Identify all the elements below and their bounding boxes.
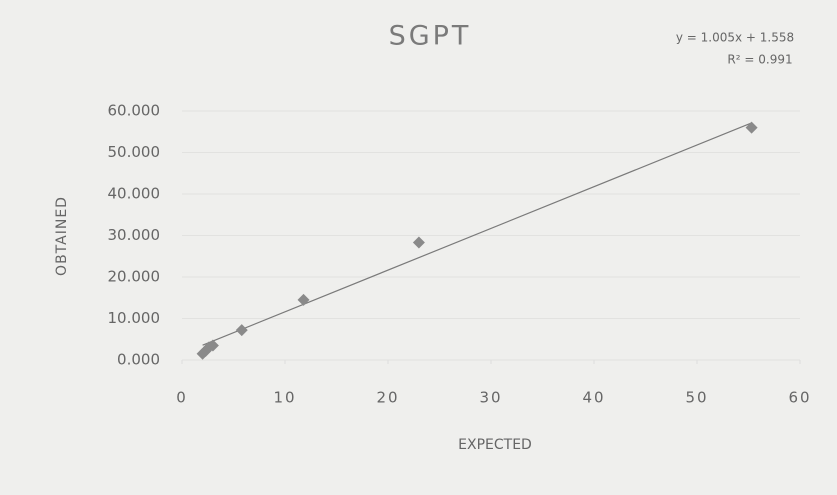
- x-tick-label: 60: [788, 389, 811, 407]
- point: [745, 121, 758, 134]
- chart-title: SGPT: [389, 21, 472, 52]
- point: [235, 324, 248, 337]
- trendline: [202, 122, 752, 346]
- y-tick-label: 60.000: [108, 102, 161, 120]
- y-tick-label: 40.000: [108, 185, 161, 203]
- x-tick-label: 50: [685, 389, 708, 407]
- trend-equation: y = 1.005x + 1.558: [676, 31, 794, 45]
- y-tick-label: 30.000: [108, 226, 161, 244]
- x-axis-label: EXPECTED: [458, 437, 532, 453]
- y-tick-label: 0.000: [117, 351, 160, 369]
- point: [412, 236, 425, 249]
- point: [206, 339, 219, 352]
- y-tick-label: 10.000: [108, 309, 161, 327]
- point: [297, 293, 310, 306]
- x-tick-label: 10: [273, 389, 296, 407]
- x-tick-label: 30: [479, 389, 502, 407]
- x-tick-label: 20: [376, 389, 399, 407]
- x-tick-label: 40: [582, 389, 605, 407]
- x-tick-label: 0: [176, 389, 188, 407]
- trend-r2: R² = 0.991: [727, 53, 792, 67]
- y-tick-label: 20.000: [108, 268, 161, 286]
- y-axis-label: OBTAINED: [54, 196, 70, 276]
- y-tick-label: 50.000: [108, 143, 161, 161]
